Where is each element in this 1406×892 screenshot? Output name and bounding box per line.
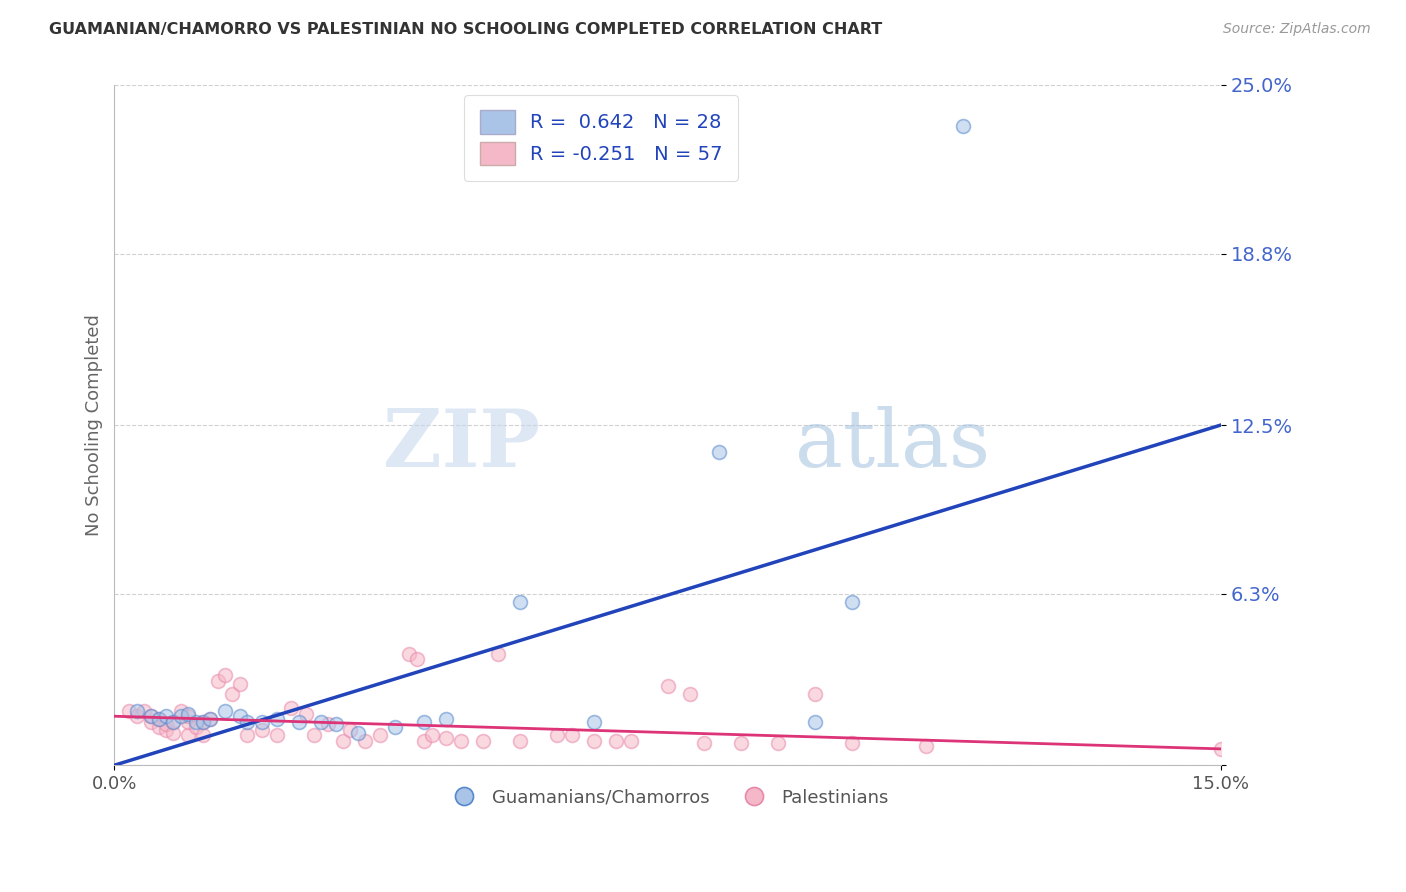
Point bbox=[766, 736, 789, 750]
Point bbox=[952, 119, 974, 133]
Point bbox=[141, 709, 163, 723]
Point bbox=[434, 731, 457, 745]
Point bbox=[170, 709, 193, 723]
Point bbox=[148, 712, 170, 726]
Point bbox=[709, 445, 731, 459]
Point bbox=[191, 714, 214, 729]
Point bbox=[914, 739, 936, 754]
Point bbox=[339, 723, 361, 737]
Point bbox=[250, 714, 273, 729]
Point bbox=[148, 712, 170, 726]
Point bbox=[679, 688, 702, 702]
Point bbox=[200, 712, 222, 726]
Point bbox=[221, 688, 243, 702]
Point bbox=[620, 733, 643, 747]
Point bbox=[309, 714, 332, 729]
Point bbox=[280, 701, 302, 715]
Point bbox=[125, 704, 148, 718]
Point bbox=[266, 712, 288, 726]
Point bbox=[250, 723, 273, 737]
Point bbox=[141, 714, 163, 729]
Point bbox=[141, 709, 163, 723]
Point bbox=[472, 733, 495, 747]
Point bbox=[162, 714, 184, 729]
Point bbox=[177, 728, 200, 742]
Point bbox=[384, 720, 406, 734]
Point bbox=[200, 712, 222, 726]
Point bbox=[162, 714, 184, 729]
Point bbox=[184, 714, 207, 729]
Point bbox=[316, 717, 339, 731]
Point bbox=[509, 733, 531, 747]
Point bbox=[155, 723, 177, 737]
Point bbox=[368, 728, 391, 742]
Point bbox=[207, 673, 229, 688]
Point bbox=[177, 709, 200, 723]
Text: atlas: atlas bbox=[794, 407, 990, 484]
Point bbox=[841, 595, 863, 609]
Point bbox=[804, 714, 827, 729]
Point bbox=[132, 704, 155, 718]
Point bbox=[561, 728, 583, 742]
Point bbox=[332, 733, 354, 747]
Text: ZIP: ZIP bbox=[384, 407, 540, 484]
Point bbox=[354, 733, 377, 747]
Point bbox=[325, 717, 347, 731]
Point bbox=[288, 714, 311, 729]
Point bbox=[546, 728, 568, 742]
Point bbox=[841, 736, 863, 750]
Point bbox=[804, 688, 827, 702]
Point bbox=[214, 668, 236, 682]
Point bbox=[184, 720, 207, 734]
Point bbox=[155, 709, 177, 723]
Point bbox=[214, 704, 236, 718]
Point bbox=[177, 714, 200, 729]
Point bbox=[413, 733, 436, 747]
Point bbox=[1209, 742, 1232, 756]
Point bbox=[295, 706, 318, 721]
Y-axis label: No Schooling Completed: No Schooling Completed bbox=[86, 314, 103, 536]
Point bbox=[420, 728, 443, 742]
Point bbox=[155, 717, 177, 731]
Point bbox=[125, 709, 148, 723]
Point bbox=[413, 714, 436, 729]
Point bbox=[191, 728, 214, 742]
Point bbox=[148, 720, 170, 734]
Point bbox=[229, 709, 252, 723]
Text: GUAMANIAN/CHAMORRO VS PALESTINIAN NO SCHOOLING COMPLETED CORRELATION CHART: GUAMANIAN/CHAMORRO VS PALESTINIAN NO SCH… bbox=[49, 22, 883, 37]
Point bbox=[693, 736, 716, 750]
Point bbox=[486, 647, 509, 661]
Point bbox=[162, 725, 184, 739]
Point bbox=[170, 704, 193, 718]
Point bbox=[582, 733, 605, 747]
Point bbox=[346, 725, 368, 739]
Point bbox=[229, 676, 252, 690]
Point bbox=[657, 679, 679, 693]
Point bbox=[266, 728, 288, 742]
Point bbox=[302, 728, 325, 742]
Point bbox=[236, 728, 259, 742]
Text: Source: ZipAtlas.com: Source: ZipAtlas.com bbox=[1223, 22, 1371, 37]
Point bbox=[434, 712, 457, 726]
Point bbox=[605, 733, 627, 747]
Legend: Guamanians/Chamorros, Palestinians: Guamanians/Chamorros, Palestinians bbox=[439, 781, 896, 814]
Point bbox=[730, 736, 752, 750]
Point bbox=[177, 706, 200, 721]
Point bbox=[450, 733, 472, 747]
Point bbox=[582, 714, 605, 729]
Point bbox=[405, 652, 427, 666]
Point bbox=[398, 647, 420, 661]
Point bbox=[191, 714, 214, 729]
Point bbox=[118, 704, 141, 718]
Point bbox=[236, 714, 259, 729]
Point bbox=[509, 595, 531, 609]
